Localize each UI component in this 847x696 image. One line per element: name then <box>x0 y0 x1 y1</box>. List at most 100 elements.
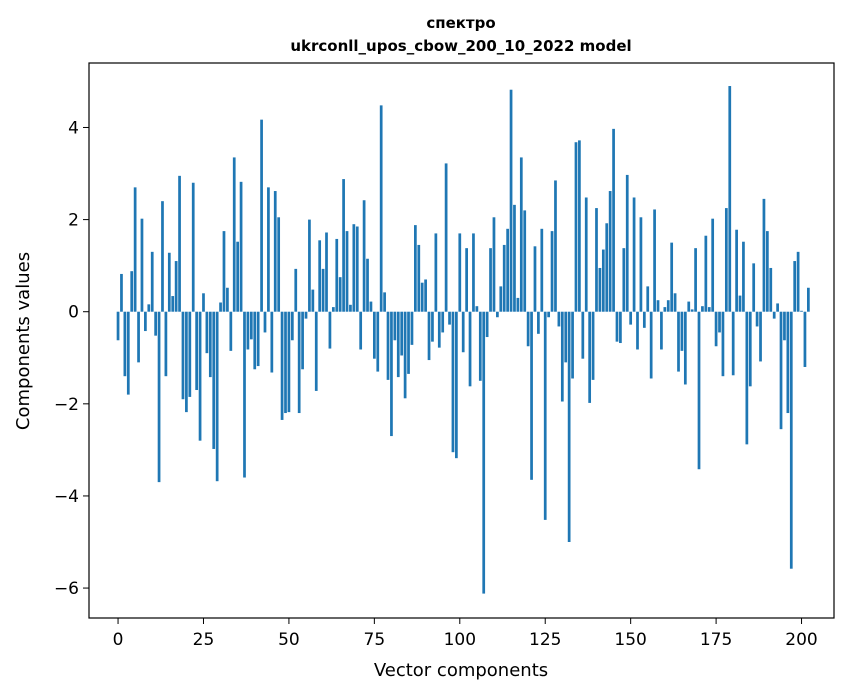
bar-component-198 <box>793 261 797 312</box>
bar-component-43 <box>263 311 267 333</box>
bar-component-88 <box>417 244 421 312</box>
bar-component-137 <box>584 197 588 312</box>
bar-component-72 <box>362 200 366 312</box>
bar-component-194 <box>779 311 783 430</box>
bar-component-30 <box>219 302 222 312</box>
bar-component-70 <box>355 226 359 312</box>
bar-component-132 <box>567 311 571 542</box>
bar-component-42 <box>260 119 263 312</box>
bar-component-169 <box>694 248 697 312</box>
bar-component-90 <box>424 279 427 312</box>
bar-component-107 <box>482 311 486 594</box>
bar-component-7 <box>140 218 144 312</box>
bar-component-118 <box>519 157 523 312</box>
bar-component-29 <box>215 311 219 482</box>
bar-component-34 <box>232 157 236 312</box>
bar-component-52 <box>294 268 298 312</box>
x-axis-label: Vector components <box>374 660 548 681</box>
bar-component-190 <box>765 231 769 312</box>
bar-component-18 <box>178 175 181 312</box>
bar-component-59 <box>318 240 322 312</box>
bar-component-101 <box>461 311 465 353</box>
x-tick-label: 50 <box>278 630 300 650</box>
bar-component-185 <box>748 311 752 387</box>
bar-component-182 <box>738 295 742 312</box>
bar-component-85 <box>407 311 410 374</box>
bar-component-173 <box>707 307 711 312</box>
bar-component-179 <box>728 86 732 312</box>
bar-component-165 <box>680 311 684 351</box>
bar-component-150 <box>629 311 633 325</box>
y-tick-label: 2 <box>68 211 79 231</box>
bar-component-166 <box>683 311 687 385</box>
bar-component-97 <box>448 311 451 325</box>
bar-component-74 <box>369 301 373 312</box>
bar-component-191 <box>769 267 773 312</box>
bar-component-162 <box>670 242 674 312</box>
bar-component-184 <box>745 311 749 445</box>
bar-component-126 <box>547 311 551 318</box>
bar-component-158 <box>656 300 660 312</box>
bar-component-156 <box>649 311 653 379</box>
bar-component-32 <box>226 287 229 312</box>
bar-component-129 <box>557 311 561 327</box>
bar-component-49 <box>284 311 287 414</box>
bar-component-178 <box>724 208 728 312</box>
bar-component-68 <box>349 304 352 312</box>
bar-component-37 <box>243 311 246 478</box>
bar-component-193 <box>776 303 779 312</box>
bar-component-201 <box>803 311 807 367</box>
bar-component-136 <box>581 311 585 359</box>
bar-component-31 <box>222 231 226 312</box>
bar-component-16 <box>171 296 175 312</box>
bar-component-26 <box>205 311 209 354</box>
bar-component-50 <box>287 311 291 413</box>
bar-component-8 <box>144 311 147 332</box>
bar-component-15 <box>167 252 171 312</box>
bar-component-142 <box>601 249 605 312</box>
bar-component-60 <box>321 268 325 312</box>
bar-component-181 <box>735 229 738 312</box>
bar-component-99 <box>455 311 458 459</box>
bar-component-3 <box>126 311 130 395</box>
bar-component-13 <box>161 201 164 312</box>
bar-component-65 <box>338 277 342 312</box>
bar-component-76 <box>376 311 380 372</box>
bar-component-109 <box>489 248 492 312</box>
bar-component-197 <box>789 311 793 569</box>
bar-component-96 <box>444 163 448 312</box>
x-tick-label: 125 <box>529 630 561 650</box>
bar-component-175 <box>714 311 718 347</box>
bar-component-111 <box>496 311 499 318</box>
bar-component-0 <box>116 311 120 341</box>
bar-component-122 <box>533 246 537 312</box>
bar-component-81 <box>393 311 397 341</box>
bar-component-58 <box>314 311 318 391</box>
bar-component-84 <box>403 311 407 399</box>
bar-component-89 <box>420 282 424 312</box>
bar-component-106 <box>478 311 482 381</box>
bar-component-46 <box>273 191 277 312</box>
bar-component-196 <box>786 311 790 414</box>
bar-component-38 <box>246 311 250 350</box>
bar-component-48 <box>280 311 284 420</box>
bar-component-177 <box>721 311 725 377</box>
bar-component-63 <box>331 307 335 312</box>
bar-component-174 <box>711 218 715 312</box>
bar-component-155 <box>646 286 650 312</box>
bar-component-123 <box>537 311 540 334</box>
bar-component-78 <box>383 292 386 312</box>
bar-component-23 <box>195 311 199 391</box>
bar-component-189 <box>762 198 766 312</box>
bar-component-199 <box>796 251 800 312</box>
bar-component-91 <box>427 311 431 361</box>
bar-component-51 <box>290 311 294 341</box>
bar-component-86 <box>410 311 414 345</box>
bar-component-121 <box>530 311 533 480</box>
bar-component-98 <box>451 311 455 453</box>
bar-component-114 <box>506 228 509 312</box>
bar-component-40 <box>253 311 257 370</box>
bar-component-28 <box>212 311 216 449</box>
bar-component-33 <box>229 311 233 351</box>
